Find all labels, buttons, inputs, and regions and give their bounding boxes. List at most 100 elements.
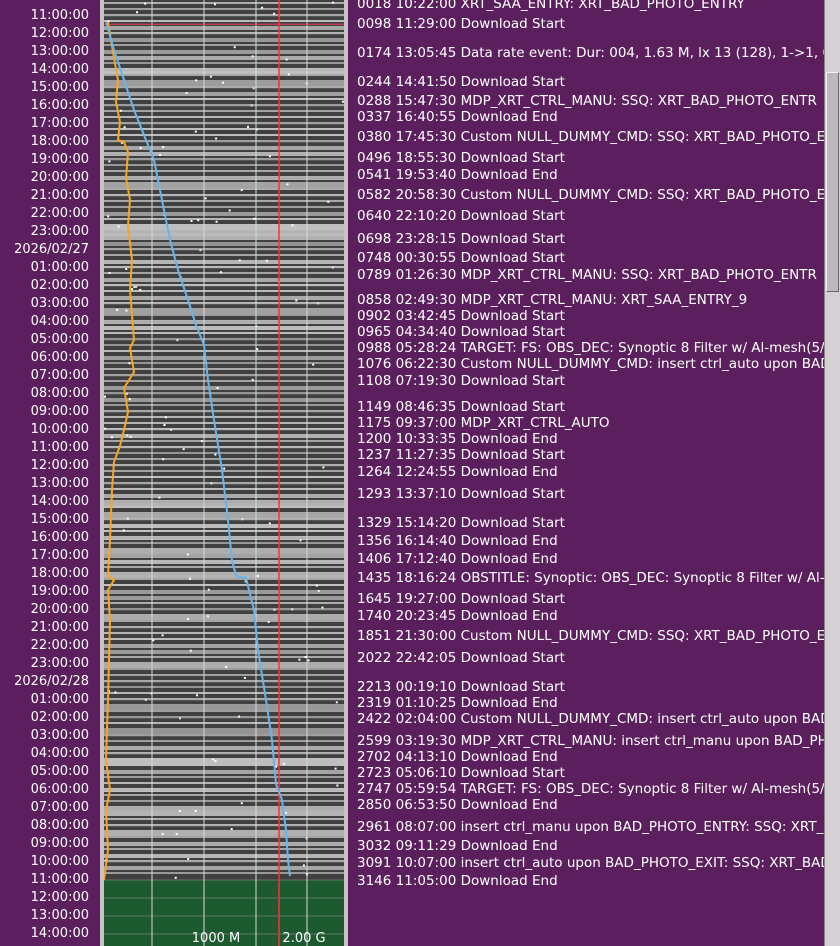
event-row[interactable]: 3091 10:07:00 insert ctrl_auto upon BAD_…	[357, 856, 824, 871]
event-row[interactable]: 0965 04:34:40 Download Start	[357, 324, 565, 340]
sample-dot	[304, 656, 307, 658]
sample-dot	[214, 760, 217, 763]
event-id: 2213	[357, 678, 392, 695]
sample-dot	[182, 448, 185, 451]
time-label: 11:00:00	[30, 440, 89, 455]
pass-stripe	[104, 242, 344, 246]
event-row[interactable]: 0902 03:42:45 Download Start	[357, 308, 565, 324]
event-row[interactable]: 2850 06:53:50 Download End	[357, 798, 558, 813]
pass-stripe	[104, 824, 344, 826]
event-row[interactable]: 1149 08:46:35 Download Start	[357, 399, 565, 415]
event-row[interactable]: 1175 09:37:00 MDP_XRT_CTRL_AUTO	[357, 415, 609, 431]
pass-stripe	[104, 512, 344, 518]
future-region	[104, 880, 344, 946]
sample-dot	[332, 1, 334, 4]
event-text: Download Start	[460, 591, 565, 608]
pass-stripe	[104, 494, 344, 498]
event-row[interactable]: 2022 22:42:05 Download Start	[357, 649, 565, 666]
event-id: 0174	[357, 44, 392, 61]
sample-dot	[327, 200, 330, 203]
event-row[interactable]: 0541 19:53:40 Download End	[357, 168, 558, 183]
event-row[interactable]: 3032 09:11:29 Download End	[357, 839, 558, 854]
event-time: 05:28:24	[395, 339, 457, 356]
data-volume-plot[interactable]: 1000 M 2.00 G	[104, 0, 344, 946]
event-row[interactable]: 1237 11:27:35 Download Start	[357, 448, 565, 463]
event-row[interactable]: 0858 02:49:30 MDP_XRT_CTRL_MANU: XRT_SAA…	[357, 292, 747, 308]
event-id: 1645	[357, 591, 392, 608]
event-row[interactable]: 1435 18:16:24 OBSTITLE: Synoptic: OBS_DE…	[357, 570, 824, 586]
event-row[interactable]: 1076 06:22:30 Custom NULL_DUMMY_CMD: ins…	[357, 356, 824, 372]
pass-stripe	[104, 74, 344, 76]
event-row[interactable]: 0748 00:30:55 Download Start	[357, 251, 565, 266]
pass-stripe	[104, 362, 344, 364]
event-id: 1740	[357, 608, 392, 625]
sample-dot	[283, 762, 286, 765]
event-row[interactable]: 0098 11:29:00 Download Start	[357, 16, 565, 32]
pass-stripe	[104, 572, 344, 578]
event-row[interactable]: 0174 13:05:45 Data rate event: Dur: 004,…	[357, 44, 824, 61]
event-row[interactable]: 2599 03:19:30 MDP_XRT_CTRL_MANU: insert …	[357, 733, 824, 749]
event-row[interactable]: 2213 00:19:10 Download Start	[357, 678, 565, 695]
event-row[interactable]: 1851 21:30:00 Custom NULL_DUMMY_CMD: SSQ…	[357, 629, 824, 644]
event-row[interactable]: 0244 14:41:50 Download Start	[357, 74, 565, 90]
event-row[interactable]: 1406 17:12:40 Download End	[357, 551, 558, 567]
pass-stripe	[104, 248, 344, 250]
event-row[interactable]: 0496 18:55:30 Download Start	[357, 150, 565, 166]
pass-stripe	[104, 452, 344, 454]
scrollbar-thumb[interactable]	[826, 72, 839, 292]
event-row[interactable]: 0789 01:26:30 MDP_XRT_CTRL_MANU: SSQ: XR…	[357, 266, 817, 283]
event-text: Download Start	[460, 486, 565, 503]
event-row[interactable]: 0337 16:40:55 Download End	[357, 110, 558, 125]
pass-stripe	[104, 158, 344, 160]
pass-stripe	[104, 596, 344, 600]
event-row[interactable]: 0988 05:28:24 TARGET: FS: OBS_DEC: Synop…	[357, 339, 824, 356]
event-row[interactable]: 0640 22:10:20 Download Start	[357, 209, 565, 224]
event-row[interactable]: 2319 01:10:25 Download End	[357, 695, 558, 711]
sample-dot	[126, 517, 129, 520]
sample-dot	[210, 482, 213, 485]
sample-dot	[223, 467, 226, 470]
event-row[interactable]: 2422 02:04:00 Custom NULL_DUMMY_CMD: ins…	[357, 711, 824, 727]
blue-series-line	[105, 21, 291, 877]
event-time: 00:19:10	[395, 678, 457, 695]
event-row[interactable]: 0380 17:45:30 Custom NULL_DUMMY_CMD: SSQ…	[357, 129, 824, 145]
sample-dot	[240, 189, 243, 192]
event-row[interactable]: 1108 07:19:30 Download Start	[357, 373, 565, 389]
event-row[interactable]: 2723 05:06:10 Download Start	[357, 765, 565, 781]
pass-stripe	[104, 698, 344, 700]
sample-dot	[178, 810, 181, 812]
event-row[interactable]: 1645 19:27:00 Download Start	[357, 592, 565, 607]
event-row[interactable]: 1293 13:37:10 Download Start	[357, 487, 565, 502]
event-row[interactable]: 0018 10:22:00 XRT_SAA_ENTRY: XRT_BAD_PHO…	[357, 0, 745, 12]
time-label: 17:00:00	[30, 116, 89, 131]
event-row[interactable]: 1200 10:33:35 Download End	[357, 432, 558, 447]
pass-stripe	[104, 722, 344, 724]
event-text: Download End	[460, 838, 558, 855]
vertical-scrollbar[interactable]	[824, 0, 840, 946]
sample-dot	[120, 141, 123, 144]
event-row[interactable]: 2747 05:59:54 TARGET: FS: OBS_DEC: Synop…	[357, 781, 824, 797]
event-time: 20:23:45	[395, 608, 457, 625]
pass-stripe	[104, 434, 344, 438]
event-row[interactable]: 1740 20:23:45 Download End	[357, 609, 558, 624]
time-label: 06:00:00	[30, 350, 89, 365]
event-row[interactable]: 1356 16:14:40 Download End	[357, 534, 558, 549]
orange-series-line	[104, 21, 136, 881]
time-label: 10:00:00	[30, 854, 89, 869]
event-row[interactable]: 0582 20:58:30 Custom NULL_DUMMY_CMD: SSQ…	[357, 187, 824, 203]
event-text: Download Start	[460, 649, 565, 666]
event-row[interactable]: 0698 23:28:15 Download Start	[357, 232, 565, 247]
event-time: 10:22:00	[395, 0, 457, 12]
sample-dot	[215, 220, 218, 223]
event-log[interactable]: 0018 10:22:00 XRT_SAA_ENTRY: XRT_BAD_PHO…	[348, 0, 824, 946]
sample-dot	[273, 12, 276, 15]
sample-dot	[174, 876, 177, 879]
pass-stripe	[104, 680, 344, 682]
event-row[interactable]: 1264 12:24:55 Download End	[357, 465, 558, 480]
event-row[interactable]: 1329 15:14:20 Download Start	[357, 516, 565, 531]
event-row[interactable]: 0288 15:47:30 MDP_XRT_CTRL_MANU: SSQ: XR…	[357, 94, 817, 109]
event-row[interactable]: 2961 08:07:00 insert ctrl_manu upon BAD_…	[357, 820, 824, 835]
event-row[interactable]: 2702 04:13:10 Download End	[357, 749, 558, 765]
event-text: MDP_XRT_CTRL_MANU: SSQ: XRT_BAD_PHOTO_EN…	[460, 266, 817, 283]
event-row[interactable]: 3146 11:05:00 Download End	[357, 873, 558, 889]
